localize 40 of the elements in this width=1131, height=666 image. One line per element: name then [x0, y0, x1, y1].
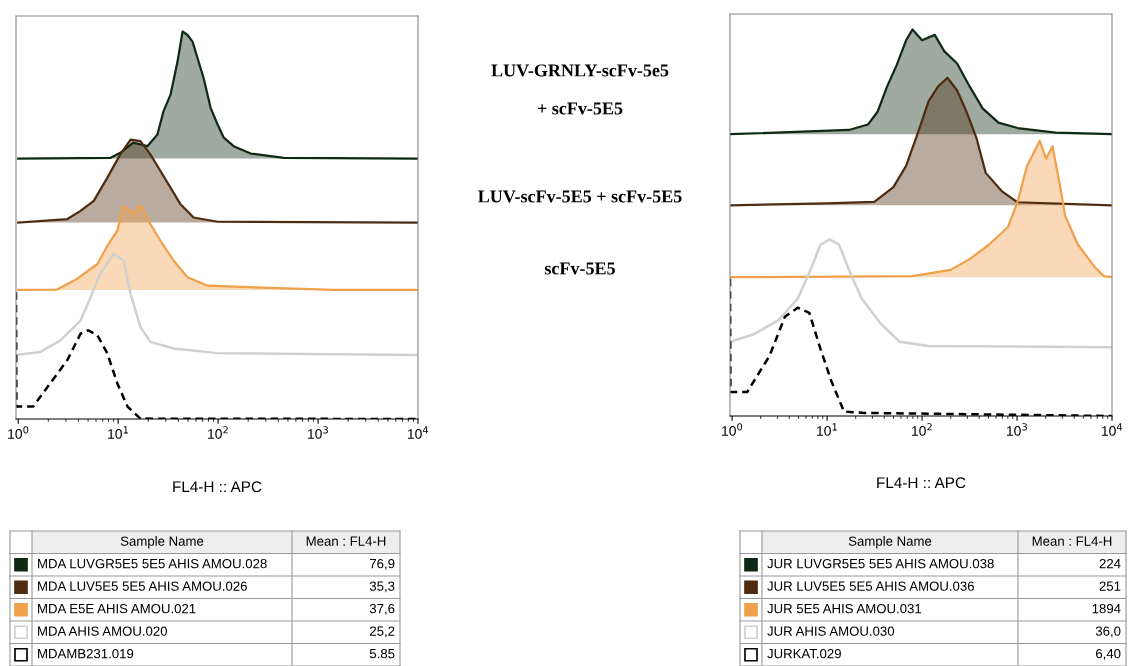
text: 37,6	[369, 603, 395, 615]
text: LUV-GRNLY-scFv-5e5	[491, 64, 669, 77]
legend-label: MDA LUVGR5E5 5E5 AHIS AMOU.028	[38, 558, 267, 569]
x-tick-label: 10$^{1}$	[817, 423, 837, 436]
legend-label: JUR LUVGR5E5 5E5 AHIS AMOU.038	[767, 558, 994, 569]
legend-label: MDA E5E AHIS AMOU.021	[38, 603, 196, 614]
x-tick-label: 10$^{3}$	[1006, 423, 1027, 436]
text: 36,0	[1095, 626, 1121, 638]
text: Sample Name	[848, 536, 932, 549]
legend-label: JURKAT.029	[767, 648, 841, 659]
x-tick-label: 10$^{4}$	[407, 426, 429, 439]
legend-label: MDAMB231.019	[38, 648, 134, 659]
text: 251	[1099, 581, 1121, 591]
text: 1894	[1092, 603, 1121, 614]
legend-label: MDA LUV5E5 5E5 AHIS AMOU.026	[38, 581, 247, 591]
x-tick-label: 10$^{0}$	[8, 426, 29, 439]
x-tick-label: 10$^{0}$	[722, 423, 743, 436]
x-tick-label: 10$^{2}$	[912, 423, 932, 436]
x-axis-title: FL4-H :: APC	[173, 481, 262, 493]
legend-label: JUR LUV5E5 5E5 AHIS AMOU.036	[767, 581, 974, 591]
text: scFv-5E5	[544, 262, 615, 275]
x-tick-label: 10$^{3}$	[308, 426, 328, 439]
x-tick-label: 10$^{2}$	[208, 426, 228, 439]
text: Sample Name	[120, 536, 204, 549]
text: LUV-scFv-5E5 + scFv-5E5	[478, 190, 682, 203]
text: 224	[1099, 558, 1121, 569]
text: + scFv-5E5	[537, 102, 623, 115]
text: Mean : FL4-H	[1032, 536, 1112, 546]
legend-label: MDA AHIS AMOU.020	[38, 626, 168, 636]
text: 76,9	[370, 558, 395, 570]
text: 6,40	[1095, 648, 1121, 660]
text: 25,2	[369, 626, 395, 638]
legend-label: JUR AHIS AMOU.030	[767, 626, 895, 636]
text: 35,3	[369, 581, 395, 593]
x-tick-label: 10$^{1}$	[108, 426, 128, 439]
x-axis-title: FL4-H :: APC	[877, 477, 966, 489]
x-tick-label: 10$^{4}$	[1101, 423, 1123, 436]
text: 5.85	[369, 648, 395, 659]
text: Mean : FL4-H	[306, 536, 386, 546]
legend-label: JUR 5E5 AHIS AMOU.031	[767, 603, 922, 614]
